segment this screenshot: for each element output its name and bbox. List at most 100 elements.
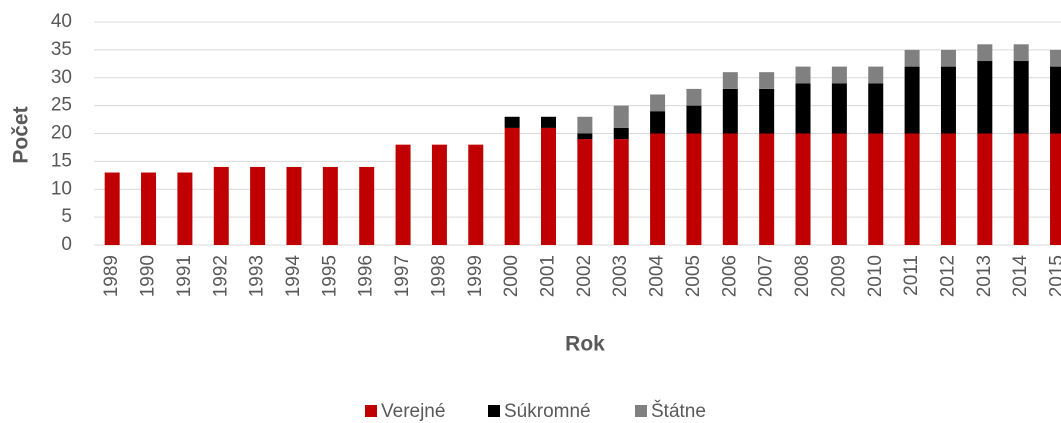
- x-tick-label: 2003: [610, 255, 631, 297]
- bar-segment: [977, 133, 993, 245]
- bar-segment: [286, 166, 302, 245]
- bar-segment: [795, 133, 811, 245]
- bar-segment: [613, 105, 629, 128]
- x-tick-label: 1999: [465, 255, 486, 297]
- bar-segment: [322, 166, 338, 245]
- bar-segment: [795, 66, 811, 84]
- x-tick-label: 2011: [901, 255, 922, 296]
- bar-segment: [977, 61, 993, 134]
- x-tick-label: 2009: [828, 255, 849, 297]
- bar-segment: [686, 105, 702, 134]
- x-tick-label: 2014: [1010, 255, 1031, 298]
- bar-segment: [722, 72, 738, 89]
- bar-segment: [940, 66, 956, 134]
- x-tick-label: 1998: [428, 255, 449, 297]
- bar-segment: [868, 66, 884, 84]
- bar-segment: [868, 133, 884, 245]
- x-tick-label: 1997: [392, 255, 413, 297]
- bar-segment: [1013, 133, 1029, 245]
- y-tick-label: 25: [51, 95, 72, 116]
- x-tick-label: 2013: [974, 255, 995, 297]
- bar-segment: [759, 133, 775, 245]
- bar-segment: [940, 133, 956, 245]
- legend-swatch: [488, 405, 500, 417]
- bar-segment: [650, 133, 666, 245]
- legend-swatch: [635, 405, 647, 417]
- bar-segment: [1050, 49, 1061, 67]
- x-tick-label: 2015: [1047, 255, 1061, 297]
- bar-segment: [541, 127, 556, 245]
- y-tick-label: 30: [51, 67, 72, 88]
- x-tick-label: 2001: [538, 255, 559, 297]
- y-tick-label: 20: [51, 123, 72, 144]
- legend-swatch: [365, 405, 377, 417]
- bar-segment: [722, 133, 738, 245]
- y-tick-label: 35: [51, 39, 72, 60]
- x-tick-label: 2002: [574, 255, 595, 297]
- bar-segment: [613, 127, 629, 140]
- x-tick-label: 2005: [683, 255, 704, 297]
- y-axis-title: Počet: [10, 106, 33, 163]
- y-tick-label: 15: [51, 150, 72, 171]
- bar-segment: [759, 72, 775, 89]
- x-tick-label: 1992: [210, 255, 231, 297]
- y-tick-label: 0: [61, 234, 72, 255]
- x-tick-label: 2004: [647, 255, 668, 298]
- bar-segment: [1050, 66, 1061, 134]
- bar-segment: [831, 133, 847, 245]
- x-axis-title: Rok: [565, 333, 605, 356]
- bar-segment: [686, 88, 702, 106]
- bar-segment: [1013, 61, 1029, 134]
- bar-segment: [904, 49, 920, 67]
- x-tick-label: 2008: [792, 255, 813, 297]
- bar-segment: [468, 144, 484, 245]
- bar-segment: [577, 139, 593, 245]
- bar-segment: [722, 88, 738, 134]
- y-tick-label: 5: [61, 206, 72, 227]
- bar-segment: [1013, 44, 1029, 62]
- bar-segment: [577, 116, 593, 134]
- y-tick-label: 40: [51, 11, 72, 32]
- bar-segment: [395, 144, 411, 245]
- x-tick-label: 1991: [174, 255, 195, 297]
- legend-label: Štátne: [651, 400, 706, 422]
- bar-segment: [868, 83, 884, 134]
- bar-segment: [977, 44, 993, 62]
- bar-segment: [613, 139, 629, 245]
- y-tick-label: 10: [51, 178, 72, 199]
- bar-segment: [831, 66, 847, 84]
- bar-segment: [359, 166, 375, 245]
- legend-label: Verejné: [381, 401, 445, 422]
- x-tick-label: 1990: [138, 255, 159, 297]
- x-tick-label: 2012: [937, 255, 958, 297]
- bar-segment: [104, 172, 120, 245]
- bar-segment: [650, 111, 666, 134]
- bar-segment: [504, 127, 520, 245]
- bar-segment: [141, 172, 157, 245]
- bar-segment: [431, 144, 447, 245]
- bar-segment: [904, 66, 920, 134]
- bar-segment: [650, 94, 666, 112]
- bar-segment: [577, 133, 593, 140]
- bar-segment: [759, 88, 775, 134]
- bar-segment: [250, 166, 266, 245]
- bar-segment: [541, 116, 556, 128]
- bar-segment: [831, 83, 847, 134]
- x-tick-label: 1994: [283, 255, 304, 298]
- x-tick-label: 1989: [101, 255, 122, 297]
- bar-segment: [904, 133, 920, 245]
- bar-segment: [940, 49, 956, 67]
- x-tick-label: 2006: [719, 255, 740, 297]
- x-tick-label: 1996: [356, 255, 377, 297]
- bar-segment: [1050, 133, 1061, 245]
- legend-label: Súkromné: [504, 401, 591, 422]
- bar-segment: [686, 133, 702, 245]
- bar-segment: [504, 116, 520, 128]
- x-tick-label: 2000: [501, 255, 522, 297]
- x-tick-label: 2007: [756, 255, 777, 297]
- x-tick-label: 1993: [247, 255, 268, 297]
- bar-segment: [213, 166, 229, 245]
- x-tick-label: 2010: [865, 255, 886, 297]
